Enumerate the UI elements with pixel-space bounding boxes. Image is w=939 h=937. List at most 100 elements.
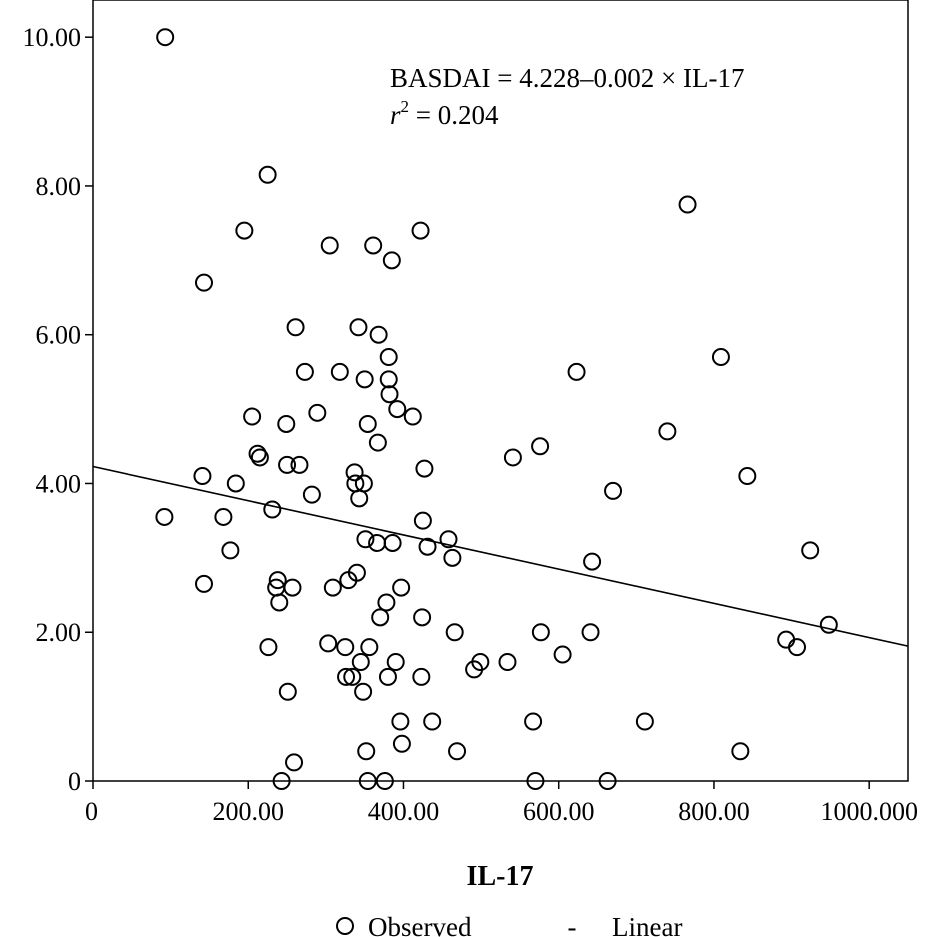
observed-point: [270, 593, 289, 612]
observed-point: [777, 630, 796, 649]
observed-point: [503, 448, 522, 467]
x-tick-label: 0: [85, 797, 98, 826]
observed-point: [277, 414, 296, 433]
y-tick-label: 6.00: [36, 321, 82, 350]
observed-point: [413, 511, 432, 530]
observed-points: [155, 28, 838, 790]
y-tick-label: 2.00: [36, 618, 82, 647]
observed-point: [194, 273, 213, 292]
legend-linear-marker: -: [568, 912, 577, 937]
observed-point: [678, 195, 697, 214]
observed-point: [295, 362, 314, 381]
observed-point: [323, 578, 342, 597]
observed-point: [801, 541, 820, 560]
observed-point: [391, 712, 410, 731]
observed-point: [378, 667, 397, 686]
observed-point: [278, 455, 297, 474]
observed-point: [356, 530, 375, 549]
observed-point: [443, 548, 462, 567]
observed-point: [259, 638, 278, 657]
observed-point: [358, 414, 377, 433]
observed-point: [583, 552, 602, 571]
observed-point: [411, 221, 430, 240]
observed-point: [553, 645, 572, 664]
observed-point: [448, 742, 467, 761]
x-tick-label: 600.00: [523, 797, 595, 826]
y-tick-label: 4.00: [36, 469, 82, 498]
observed-point: [290, 455, 309, 474]
observed-point: [343, 667, 362, 686]
observed-point: [358, 772, 377, 790]
observed-point: [351, 652, 370, 671]
observed-point: [193, 467, 212, 486]
observed-point: [258, 165, 277, 184]
observed-point: [226, 474, 245, 493]
observed-point: [155, 507, 174, 526]
observed-point: [369, 325, 388, 344]
observed-point: [524, 712, 543, 731]
observed-point: [392, 734, 411, 753]
x-axis: 0 200.00 400.00 600.00 800.00 1000.000: [85, 781, 918, 826]
observed-point: [319, 634, 338, 653]
observed-point: [380, 385, 399, 404]
observed-point: [354, 474, 373, 493]
x-tick-label: 400.00: [368, 797, 440, 826]
observed-point: [819, 615, 838, 634]
observed-point: [386, 652, 405, 671]
fit-line-layer: [92, 465, 909, 647]
observed-point: [263, 500, 282, 519]
observed-point: [302, 485, 321, 504]
observed-point: [283, 578, 302, 597]
observed-point: [604, 481, 623, 500]
observed-point: [731, 742, 750, 761]
observed-point: [248, 444, 267, 463]
observed-point: [383, 533, 402, 552]
observed-point: [308, 403, 327, 422]
observed-point: [439, 530, 458, 549]
observed-point: [364, 236, 383, 255]
observed-point: [581, 623, 600, 642]
observed-point: [194, 574, 213, 593]
observed-point: [357, 742, 376, 761]
observed-point: [235, 221, 254, 240]
observed-point: [337, 667, 356, 686]
y-tick-label: 0: [68, 767, 81, 796]
observed-point: [286, 318, 305, 337]
observed-point: [354, 682, 373, 701]
y-axis: 0 2.00 4.00 6.00 8.00 10.00: [23, 23, 93, 796]
observed-point: [243, 407, 262, 426]
observed-point: [498, 652, 517, 671]
legend-observed-marker: [336, 917, 354, 935]
observed-point: [330, 362, 349, 381]
observed-point: [412, 667, 431, 686]
r-squared-label: r2 = 0.204: [390, 97, 499, 130]
observed-point: [377, 593, 396, 612]
observed-point: [382, 251, 401, 270]
observed-point: [214, 507, 233, 526]
observed-point: [635, 712, 654, 731]
observed-point: [658, 422, 677, 441]
x-tick-label: 1000.000: [820, 797, 918, 826]
observed-point: [388, 400, 407, 419]
observed-point: [379, 370, 398, 389]
observed-point: [788, 638, 807, 657]
linear-fit-line: [92, 465, 909, 647]
observed-point: [415, 459, 434, 478]
x-tick-label: 200.00: [212, 797, 284, 826]
y-tick-label: 10.00: [23, 23, 82, 52]
regression-equation: BASDAI = 4.228–0.002 × IL-17: [390, 63, 744, 93]
observed-point: [531, 623, 550, 642]
observed-point: [360, 638, 379, 657]
observed-point: [598, 772, 617, 790]
observed-point: [526, 772, 545, 790]
legend: Observed - Linear: [336, 912, 682, 937]
plot-frame: [92, 0, 909, 782]
observed-point: [355, 370, 374, 389]
legend-observed-label: Observed: [368, 912, 472, 937]
observed-point: [379, 348, 398, 367]
observed-point: [268, 571, 287, 590]
observed-point: [567, 362, 586, 381]
observed-point: [445, 623, 464, 642]
observed-point: [285, 753, 304, 772]
